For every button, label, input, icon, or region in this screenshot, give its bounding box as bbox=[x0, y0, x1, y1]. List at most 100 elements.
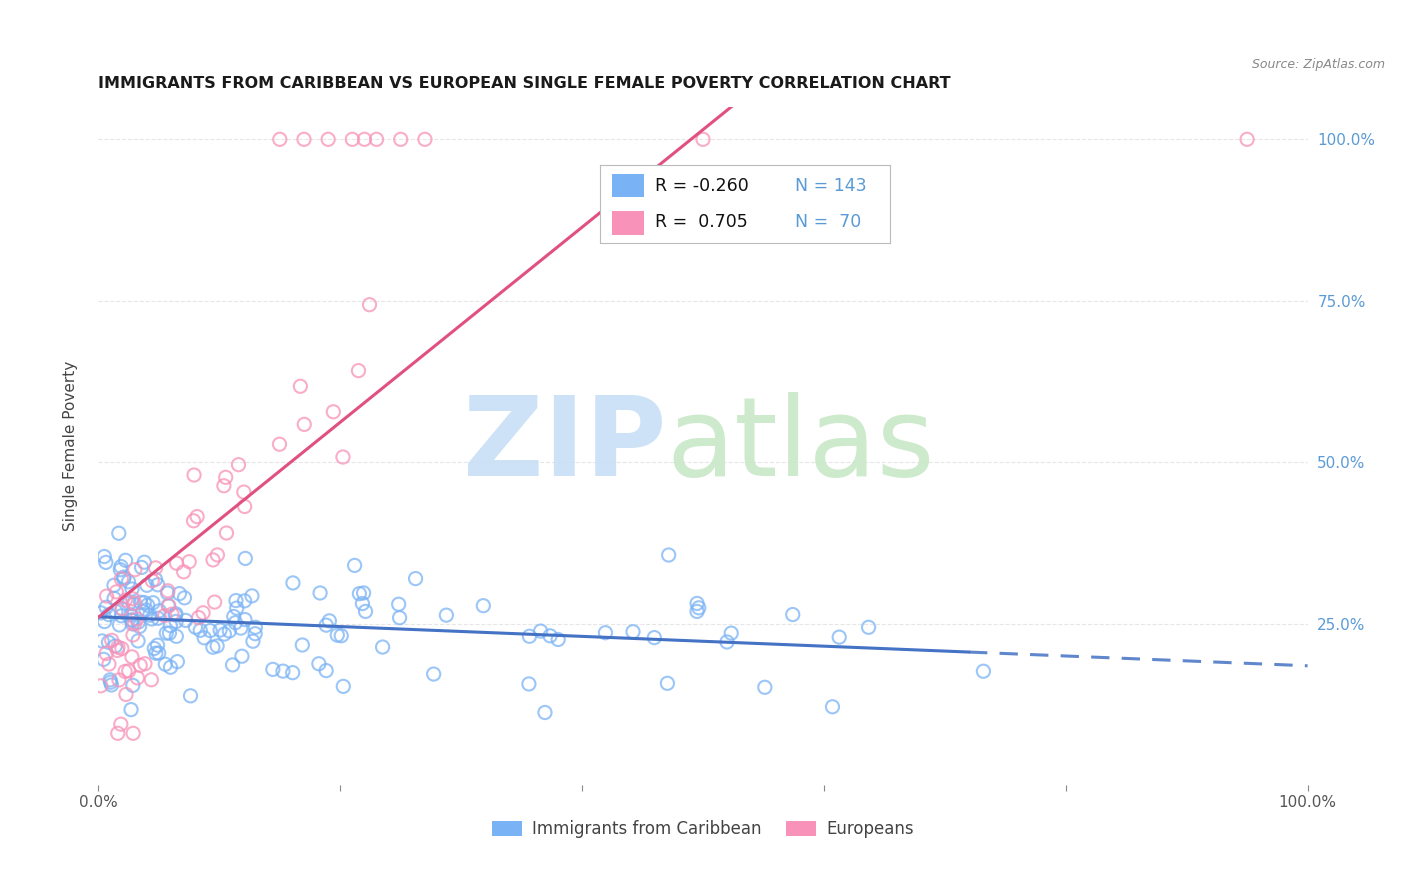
Point bbox=[108, 673, 131, 687]
Point bbox=[153, 608, 176, 623]
Point bbox=[1236, 132, 1258, 146]
Point bbox=[142, 596, 165, 610]
Text: N = 143: N = 143 bbox=[794, 178, 866, 195]
Point bbox=[118, 664, 141, 678]
Point bbox=[269, 132, 291, 146]
Point bbox=[688, 600, 710, 615]
Point bbox=[96, 589, 118, 603]
Point bbox=[180, 689, 202, 703]
Point bbox=[103, 591, 125, 606]
Point bbox=[547, 632, 569, 647]
Point bbox=[292, 132, 315, 146]
Point bbox=[692, 132, 714, 146]
Point bbox=[146, 578, 169, 592]
Point bbox=[388, 611, 411, 625]
Point bbox=[202, 553, 225, 567]
Point bbox=[165, 607, 187, 622]
Point bbox=[359, 298, 381, 312]
Point bbox=[110, 572, 132, 586]
Point bbox=[173, 565, 195, 579]
Point bbox=[349, 587, 371, 601]
Point bbox=[517, 677, 540, 691]
Point bbox=[169, 586, 191, 600]
Point bbox=[315, 618, 337, 632]
Point bbox=[332, 679, 354, 693]
Point bbox=[156, 586, 179, 600]
Point bbox=[413, 132, 436, 146]
Point bbox=[193, 631, 215, 645]
Point bbox=[858, 620, 880, 634]
Point bbox=[93, 615, 115, 629]
Point bbox=[111, 601, 134, 615]
Point bbox=[354, 604, 377, 618]
Text: R =  0.705: R = 0.705 bbox=[655, 213, 748, 231]
Point bbox=[122, 628, 145, 642]
Point bbox=[110, 563, 132, 577]
Point bbox=[422, 667, 444, 681]
Point bbox=[112, 572, 135, 586]
Point bbox=[720, 626, 742, 640]
Point bbox=[291, 638, 314, 652]
Point bbox=[156, 583, 179, 598]
Point bbox=[472, 599, 495, 613]
Point bbox=[111, 641, 134, 656]
Point bbox=[157, 626, 180, 640]
Point bbox=[281, 576, 304, 591]
Point bbox=[135, 603, 157, 617]
Point bbox=[233, 613, 256, 627]
Point bbox=[316, 132, 339, 146]
Point bbox=[229, 621, 252, 635]
Point bbox=[318, 614, 340, 628]
Point bbox=[114, 553, 136, 567]
Point bbox=[160, 607, 183, 621]
Point bbox=[121, 591, 143, 606]
Point bbox=[315, 664, 337, 678]
Point bbox=[129, 658, 152, 673]
Point bbox=[131, 560, 153, 574]
Point bbox=[145, 561, 167, 575]
Point bbox=[121, 678, 143, 692]
Point bbox=[97, 607, 120, 622]
Point bbox=[371, 640, 394, 654]
Point bbox=[124, 563, 146, 577]
Point bbox=[519, 629, 541, 643]
Point bbox=[309, 586, 332, 600]
Point bbox=[91, 634, 114, 648]
Point bbox=[104, 639, 127, 653]
Text: atlas: atlas bbox=[666, 392, 935, 500]
Point bbox=[146, 638, 169, 652]
Point bbox=[352, 597, 374, 611]
Point bbox=[124, 596, 146, 610]
Point bbox=[174, 614, 197, 628]
Point bbox=[231, 649, 253, 664]
Point bbox=[129, 595, 152, 609]
Point bbox=[146, 611, 169, 625]
Point bbox=[122, 597, 145, 611]
Point bbox=[657, 676, 679, 690]
Point bbox=[201, 640, 224, 655]
Point bbox=[120, 607, 142, 622]
Point bbox=[139, 608, 162, 623]
Point bbox=[100, 633, 122, 648]
Point bbox=[215, 526, 238, 541]
Point bbox=[243, 626, 266, 640]
Point bbox=[225, 593, 247, 607]
Point bbox=[157, 599, 180, 613]
Point bbox=[353, 132, 375, 146]
Point bbox=[114, 593, 136, 607]
Point bbox=[114, 665, 136, 679]
Point bbox=[405, 572, 427, 586]
Y-axis label: Single Female Poverty: Single Female Poverty bbox=[63, 361, 77, 531]
Point bbox=[148, 604, 170, 618]
Point bbox=[205, 639, 228, 653]
Point bbox=[242, 634, 264, 648]
Point bbox=[96, 647, 118, 661]
Point bbox=[127, 615, 149, 629]
Point bbox=[595, 625, 617, 640]
Point bbox=[127, 671, 149, 685]
Point bbox=[93, 549, 115, 564]
Point bbox=[534, 706, 557, 720]
Point bbox=[145, 646, 167, 660]
Point bbox=[233, 551, 256, 566]
Point bbox=[347, 364, 370, 378]
